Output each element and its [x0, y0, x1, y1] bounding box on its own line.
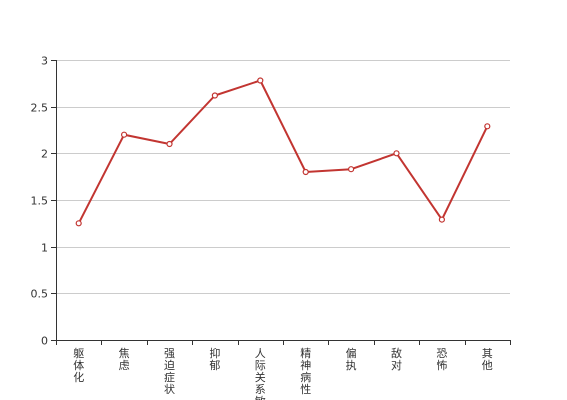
grid-layer — [56, 60, 510, 294]
x-tick-label: 偏执 — [346, 346, 357, 372]
x-tick-label: 躯体化 — [73, 347, 84, 384]
y-tick-label: 3 — [41, 55, 48, 68]
x-tick-label: 焦虑 — [119, 347, 130, 372]
y-tick-label: 0.5 — [31, 288, 49, 301]
data-point[interactable] — [75, 220, 82, 227]
x-tick-label: 敌对 — [391, 346, 402, 372]
data-point[interactable] — [302, 168, 309, 176]
x-tick-label: 其他 — [482, 347, 493, 372]
x-tick-label: 精神病性 — [300, 347, 311, 396]
series-line — [77, 79, 489, 225]
x-tick-label: 抑郁 — [209, 346, 220, 372]
data-point[interactable] — [166, 140, 173, 148]
data-point[interactable] — [393, 150, 400, 157]
y-tick-label: 1.5 — [31, 195, 49, 208]
data-point[interactable] — [211, 92, 218, 99]
series-layer — [75, 77, 491, 227]
y-tick-label: 1 — [41, 242, 48, 255]
y-tick-label: 0 — [41, 335, 48, 348]
data-point[interactable] — [120, 131, 128, 138]
data-point[interactable] — [484, 123, 491, 130]
x-tick-label: 恐怖 — [436, 347, 447, 372]
y-tick-label: 2 — [41, 148, 48, 161]
x-tick-label: 人际关系敏感 — [255, 347, 266, 400]
axis-layer — [51, 60, 511, 345]
y-tick-label: 2.5 — [31, 102, 49, 115]
data-point[interactable] — [348, 166, 355, 173]
x-tick-labels: 躯体化 焦虑 强迫症状 抑郁 人际关系敏感 精神病性 偏执 敌对 恐怖 其他 — [73, 346, 493, 400]
x-tick-label: 强迫症状 — [164, 347, 175, 396]
data-point[interactable] — [438, 216, 445, 223]
y-tick-labels: 0 0.5 1 1.5 2 2.5 3 — [31, 55, 49, 348]
data-point[interactable] — [257, 77, 264, 84]
